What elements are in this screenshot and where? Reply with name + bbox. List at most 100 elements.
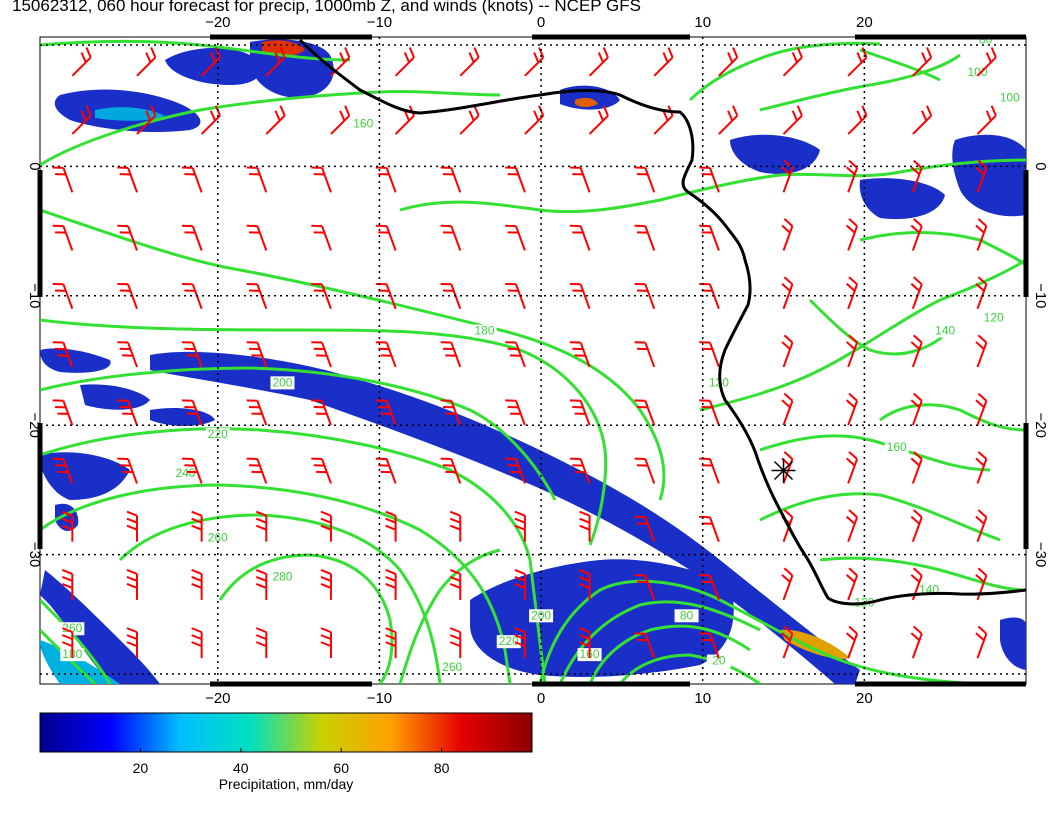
wind-barb bbox=[847, 47, 868, 77]
wind-barb bbox=[255, 568, 268, 600]
contour-label: 240 bbox=[175, 466, 195, 480]
wind-barb bbox=[246, 457, 268, 484]
wind-barb bbox=[136, 105, 157, 135]
contour-labels: 1601802002202402602802602202001608020120… bbox=[60, 37, 1022, 675]
colorbar-label: Precipitation, mm/day bbox=[219, 776, 354, 792]
wind-barb bbox=[782, 105, 803, 135]
axis-bars bbox=[37, 34, 1029, 687]
wind-barb bbox=[975, 625, 988, 659]
wind-barb bbox=[255, 627, 268, 659]
contour-label-bg bbox=[981, 311, 1006, 325]
wind-barb bbox=[181, 399, 203, 426]
contour-label: 160 bbox=[353, 117, 373, 131]
wind-barb bbox=[579, 627, 591, 659]
contour-label: 280 bbox=[272, 569, 292, 583]
wind-barb bbox=[449, 510, 462, 542]
wind-barb bbox=[699, 632, 720, 659]
wind-barb bbox=[246, 224, 268, 251]
wind-barb bbox=[265, 47, 286, 77]
wind-barb bbox=[265, 105, 286, 135]
wind-barb bbox=[126, 510, 138, 542]
wind-barb bbox=[569, 224, 591, 251]
lon-label-bottom: 20 bbox=[856, 690, 873, 707]
wind-barb bbox=[975, 218, 988, 251]
wind-barb bbox=[191, 510, 203, 542]
wind-barb bbox=[375, 399, 397, 426]
wind-barb bbox=[440, 224, 462, 251]
contour-label-bg bbox=[205, 531, 230, 545]
wind-barb bbox=[514, 568, 526, 600]
contour-label: 80 bbox=[680, 608, 694, 622]
wind-barb bbox=[699, 399, 720, 426]
wind-barb bbox=[699, 224, 720, 251]
wind-barb bbox=[330, 47, 351, 77]
contour-label-bg bbox=[173, 466, 198, 480]
precip-east-blob-2 bbox=[952, 134, 1026, 217]
wind-barb bbox=[375, 457, 397, 484]
wind-barb bbox=[781, 334, 794, 368]
wind-barb bbox=[975, 334, 988, 368]
contour-label: 260 bbox=[208, 531, 228, 545]
precip-west-blob-2 bbox=[80, 384, 150, 410]
wind-barb bbox=[634, 515, 656, 543]
wind-barb bbox=[191, 568, 203, 600]
wind-barb bbox=[718, 105, 739, 135]
contour-label: 160 bbox=[887, 440, 907, 454]
wind-barb bbox=[910, 451, 923, 484]
lat-label-right: 0 bbox=[1032, 162, 1049, 170]
contour-label-bg bbox=[351, 117, 376, 131]
wind-barb bbox=[699, 166, 720, 193]
precip-west-blob-3 bbox=[40, 452, 130, 500]
lat-label-right: −30 bbox=[1032, 542, 1049, 567]
wind-barb bbox=[975, 509, 988, 543]
wind-barb bbox=[634, 166, 656, 193]
wind-barb bbox=[699, 457, 720, 484]
precip-west-blob-5 bbox=[150, 408, 215, 426]
lat-label-right: −10 bbox=[1032, 283, 1049, 308]
map-title: 15062312, 060 hour forecast for precip, … bbox=[12, 0, 641, 15]
wind-barb bbox=[782, 47, 803, 77]
wind-barb bbox=[505, 224, 526, 251]
wind-barb bbox=[385, 627, 397, 659]
wind-barb bbox=[440, 341, 462, 368]
lon-label-bottom: −20 bbox=[205, 690, 230, 707]
wind-barb bbox=[117, 224, 138, 251]
wind-barb bbox=[588, 105, 609, 135]
wind-barb bbox=[634, 632, 656, 659]
wind-barb bbox=[117, 341, 138, 368]
wind-barb bbox=[634, 399, 656, 426]
wind-barb bbox=[375, 166, 397, 193]
wind-barb bbox=[311, 341, 332, 368]
wind-barb bbox=[912, 47, 933, 77]
wind-barb bbox=[579, 510, 591, 542]
contour-label: 200 bbox=[531, 608, 551, 622]
contour-label: 180 bbox=[474, 324, 494, 338]
wind-barb bbox=[117, 166, 138, 193]
wind-barb bbox=[136, 47, 157, 77]
wind-barb bbox=[311, 399, 332, 426]
wind-barb bbox=[61, 568, 74, 600]
wind-barb bbox=[126, 627, 138, 659]
lat-label-left: −20 bbox=[26, 412, 43, 437]
wind-barb bbox=[61, 510, 74, 542]
wind-barb bbox=[71, 105, 92, 135]
wind-barb bbox=[910, 509, 923, 543]
wind-barb bbox=[375, 224, 397, 251]
wind-barb bbox=[569, 282, 591, 310]
lat-labels-right: 0 −10 −20 −30 bbox=[1032, 162, 1049, 567]
wind-barb bbox=[505, 166, 526, 193]
wind-barb bbox=[246, 166, 268, 193]
wind-barb bbox=[449, 568, 462, 600]
wind-barb bbox=[976, 47, 997, 77]
contour-label: 100 bbox=[1000, 91, 1020, 105]
wind-barb bbox=[975, 567, 988, 601]
wind-barb bbox=[912, 105, 933, 135]
wind-barb bbox=[117, 457, 138, 484]
wind-barb bbox=[52, 282, 74, 310]
wind-barbs bbox=[52, 47, 997, 659]
precip-north-blob-1 bbox=[165, 48, 261, 85]
lon-labels-bottom: −20 −10 0 10 20 bbox=[205, 690, 873, 707]
wind-barb bbox=[588, 47, 609, 77]
contour-label-bg bbox=[60, 622, 85, 636]
